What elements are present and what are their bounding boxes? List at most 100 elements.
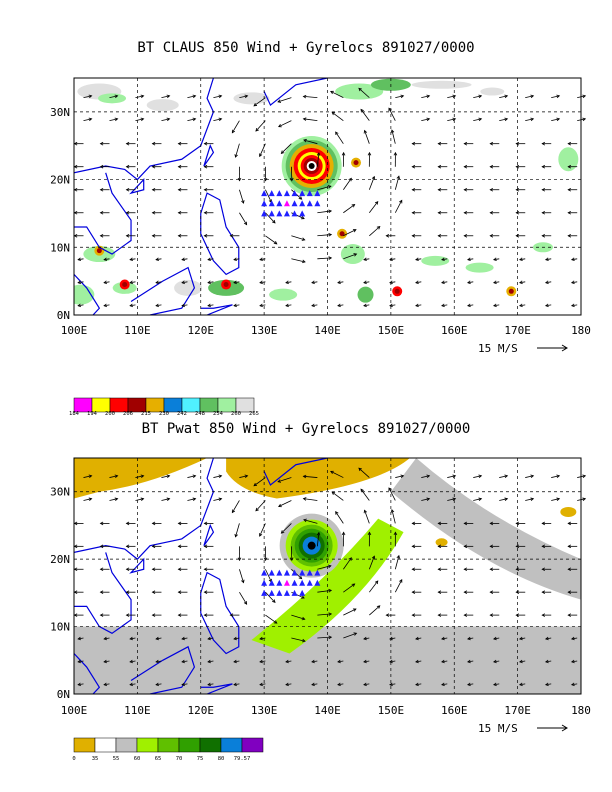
wind-arrowhead xyxy=(415,636,419,641)
bottom-panel-title: BT Pwat 850 Wind + Gyrelocs 891027/0000 xyxy=(141,421,471,437)
wind-arrow xyxy=(525,498,534,501)
gyre-triangle xyxy=(276,579,283,586)
wind-arrowhead xyxy=(259,303,263,308)
wind-arrow xyxy=(467,258,474,261)
wind-vectors xyxy=(73,467,587,687)
wind-arrowhead xyxy=(489,613,494,617)
wind-arrowhead xyxy=(114,474,119,479)
wind-arrowhead xyxy=(259,533,263,537)
wind-arrow xyxy=(343,608,357,616)
wind-arrowhead xyxy=(411,613,416,617)
wind-arrowhead xyxy=(493,682,497,687)
gyre-triangle xyxy=(299,200,306,207)
wind-arrowhead xyxy=(337,682,341,687)
wind-arrow xyxy=(519,258,526,261)
wind-arrow xyxy=(395,95,404,99)
wind-arrowhead xyxy=(467,280,471,285)
wind-arrowhead xyxy=(177,233,182,238)
cloud-area xyxy=(357,286,374,303)
wind-arrowhead xyxy=(253,482,258,487)
wind-arrow xyxy=(571,637,578,640)
wind-arrowhead xyxy=(352,229,357,233)
wind-arrowhead xyxy=(272,219,276,224)
wind-arrow xyxy=(161,475,170,478)
wind-arrowhead xyxy=(237,557,242,562)
cloud-area xyxy=(480,87,505,96)
wind-arrow xyxy=(109,475,118,478)
wind-arrowhead xyxy=(192,497,197,501)
wind-arrowhead xyxy=(515,590,520,594)
wind-arrow xyxy=(231,120,240,133)
wind-arrowhead xyxy=(259,682,263,687)
wind-arrowhead xyxy=(241,200,245,204)
coastline xyxy=(130,645,196,694)
wind-arrow xyxy=(285,683,292,686)
wind-arrowhead xyxy=(311,303,315,308)
wind-arrow xyxy=(155,683,162,686)
wind-arrow xyxy=(571,660,578,663)
wind-arrowhead xyxy=(582,117,587,122)
wind-arrow xyxy=(155,281,162,284)
wind-arrowhead xyxy=(556,94,561,99)
wind-arrowhead xyxy=(77,280,82,285)
wind-arrowhead xyxy=(285,659,289,664)
wind-arrowhead xyxy=(125,590,130,594)
wind-arrowhead xyxy=(203,141,208,146)
wind-arrowhead xyxy=(327,185,332,189)
wind-arrowhead xyxy=(114,94,119,99)
wind-arrow xyxy=(343,204,355,214)
wind-arrow xyxy=(519,637,526,640)
wind-arrowhead xyxy=(515,141,520,146)
wind-arrowhead xyxy=(441,636,445,641)
colorbar-swatch xyxy=(115,737,138,753)
wind-arrowhead xyxy=(582,497,587,501)
gyre-triangle xyxy=(261,579,268,586)
wind-arrow xyxy=(207,683,214,686)
wind-arrow xyxy=(389,304,396,307)
wind-arrowhead xyxy=(567,613,572,617)
colorbar-label: 70 xyxy=(176,756,183,762)
wind-arrow xyxy=(278,120,292,128)
wind-arrow xyxy=(83,118,92,122)
wind-arrowhead xyxy=(437,544,442,549)
gyre-triangle xyxy=(276,569,283,576)
gyre-triangle xyxy=(314,579,321,586)
wind-arrowhead xyxy=(411,210,416,215)
wind-arrow xyxy=(291,235,305,241)
x-tick-label: 120E xyxy=(188,704,215,717)
wind-arrowhead xyxy=(233,280,237,285)
wind-arrow xyxy=(239,569,244,583)
wind-arrowhead xyxy=(556,117,561,122)
wind-arrowhead xyxy=(181,659,186,664)
wind-arrowhead xyxy=(277,99,282,103)
wind-arrow xyxy=(213,475,222,478)
wind-arrow xyxy=(493,281,500,284)
wind-arrowhead xyxy=(363,509,368,514)
wind-arrow xyxy=(525,475,534,478)
wind-arrow xyxy=(388,487,396,501)
wind-arrowhead xyxy=(351,204,356,208)
wind-arrowhead xyxy=(493,659,497,664)
wind-arrow xyxy=(316,152,320,167)
wind-arrow xyxy=(363,258,370,261)
gyre-triangle xyxy=(283,190,290,197)
wind-arrowhead xyxy=(437,613,442,617)
wind-arrow xyxy=(255,120,266,132)
wind-arrowhead xyxy=(331,491,336,496)
wind-arrowhead xyxy=(363,659,367,664)
y-tick-label: 10N xyxy=(50,621,70,634)
wind-arrowhead xyxy=(541,567,546,572)
wind-arrow xyxy=(78,258,84,261)
wind-arrow xyxy=(187,118,196,122)
wind-arrow xyxy=(207,258,214,261)
x-tick-label: 110E xyxy=(124,704,151,717)
wind-arrowhead xyxy=(519,257,523,262)
y-tick-label: 30N xyxy=(50,106,70,119)
y-tick-label: 0N xyxy=(57,309,70,322)
wind-arrowhead xyxy=(233,303,237,308)
wind-arrowhead xyxy=(541,233,546,238)
wind-arrowhead xyxy=(437,187,442,192)
coastline xyxy=(74,172,132,255)
wind-arrowhead xyxy=(570,303,575,308)
wind-arrowhead xyxy=(570,682,575,687)
